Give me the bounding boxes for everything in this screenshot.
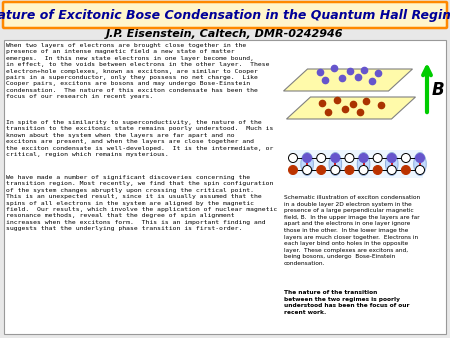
Ellipse shape <box>329 152 342 175</box>
Circle shape <box>373 153 382 163</box>
Circle shape <box>401 153 410 163</box>
Circle shape <box>302 166 311 174</box>
Circle shape <box>359 166 368 174</box>
Text: In spite of the similarity to superconductivity, the nature of the
transition to: In spite of the similarity to supercondu… <box>6 120 274 157</box>
Polygon shape <box>284 69 413 91</box>
Text: The nature of the transition
between the two regimes is poorly
understood has be: The nature of the transition between the… <box>284 290 410 315</box>
Circle shape <box>373 166 382 174</box>
Text: When two layers of electrons are brought close together in the
presence of an in: When two layers of electrons are brought… <box>6 43 270 99</box>
Ellipse shape <box>301 152 313 175</box>
Circle shape <box>345 166 354 174</box>
FancyBboxPatch shape <box>290 150 423 178</box>
Ellipse shape <box>414 152 426 175</box>
Circle shape <box>415 166 424 174</box>
Text: B: B <box>432 81 445 99</box>
Circle shape <box>345 153 354 163</box>
Circle shape <box>387 153 396 163</box>
Text: We have made a number of significant discoveries concerning the
transition regio: We have made a number of significant dis… <box>6 175 277 231</box>
Circle shape <box>288 153 297 163</box>
Circle shape <box>302 153 311 163</box>
Circle shape <box>331 153 340 163</box>
Circle shape <box>317 166 326 174</box>
Circle shape <box>331 166 340 174</box>
FancyBboxPatch shape <box>4 40 446 334</box>
Circle shape <box>387 166 396 174</box>
Circle shape <box>401 166 410 174</box>
Ellipse shape <box>357 152 370 175</box>
Ellipse shape <box>386 152 398 175</box>
FancyBboxPatch shape <box>3 2 447 28</box>
Text: J.P. Eisenstein, Caltech, DMR-0242946: J.P. Eisenstein, Caltech, DMR-0242946 <box>106 29 344 39</box>
Text: Schematic illustration of exciton condensation
in a double layer 2D electron sys: Schematic illustration of exciton conden… <box>284 195 420 266</box>
Text: Nature of Excitonic Bose Condensation in the Quantum Hall Regime: Nature of Excitonic Bose Condensation in… <box>0 8 450 22</box>
Circle shape <box>359 153 368 163</box>
Circle shape <box>415 153 424 163</box>
Circle shape <box>317 153 326 163</box>
Polygon shape <box>287 97 415 119</box>
Circle shape <box>288 166 297 174</box>
